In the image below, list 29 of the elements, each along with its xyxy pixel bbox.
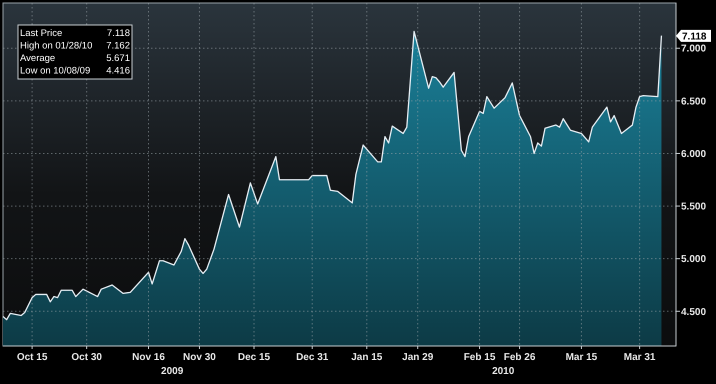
annotation: Average	[20, 53, 56, 64]
y-tick-label: 6.000	[681, 148, 706, 160]
annotation: 5.671	[106, 53, 130, 64]
y-tick-label: 5.000	[681, 254, 706, 266]
text: 2009	[161, 366, 184, 377]
y-tick-label: 4.500	[681, 306, 706, 318]
annotation: 4.416	[106, 66, 130, 76]
x-tick-label: Dec 15	[238, 352, 271, 363]
annotation: 7.118	[682, 31, 707, 42]
x-tick-label: Feb 26	[504, 352, 536, 363]
x-tick-label: Oct 30	[71, 352, 102, 363]
x-tick-label: Oct 15	[16, 352, 48, 363]
x-tick-label: Mar 31	[624, 352, 656, 363]
y-tick-label: 7.000	[681, 44, 706, 55]
x-tick-label: Nov 16	[132, 352, 166, 363]
x-tick-label: Nov 30	[183, 352, 216, 363]
x-tick-label: Jan 15	[351, 352, 383, 363]
annotation: High on 01/28/10	[20, 40, 92, 52]
annotation: 7.118	[106, 28, 130, 39]
y-tick-label: 5.500	[681, 202, 706, 213]
annotation: 7.162	[106, 40, 130, 52]
annotation: Last Price	[20, 28, 62, 39]
text: 2010	[492, 366, 515, 377]
x-tick-label: Mar 15	[566, 352, 598, 363]
x-tick-label: Dec 31	[296, 352, 329, 363]
y-tick-label: 6.500	[681, 96, 706, 108]
x-tick-label: Feb 15	[464, 352, 496, 363]
annotation: Low on 10/08/09	[20, 66, 90, 76]
x-tick-label: Jan 29	[402, 352, 434, 363]
